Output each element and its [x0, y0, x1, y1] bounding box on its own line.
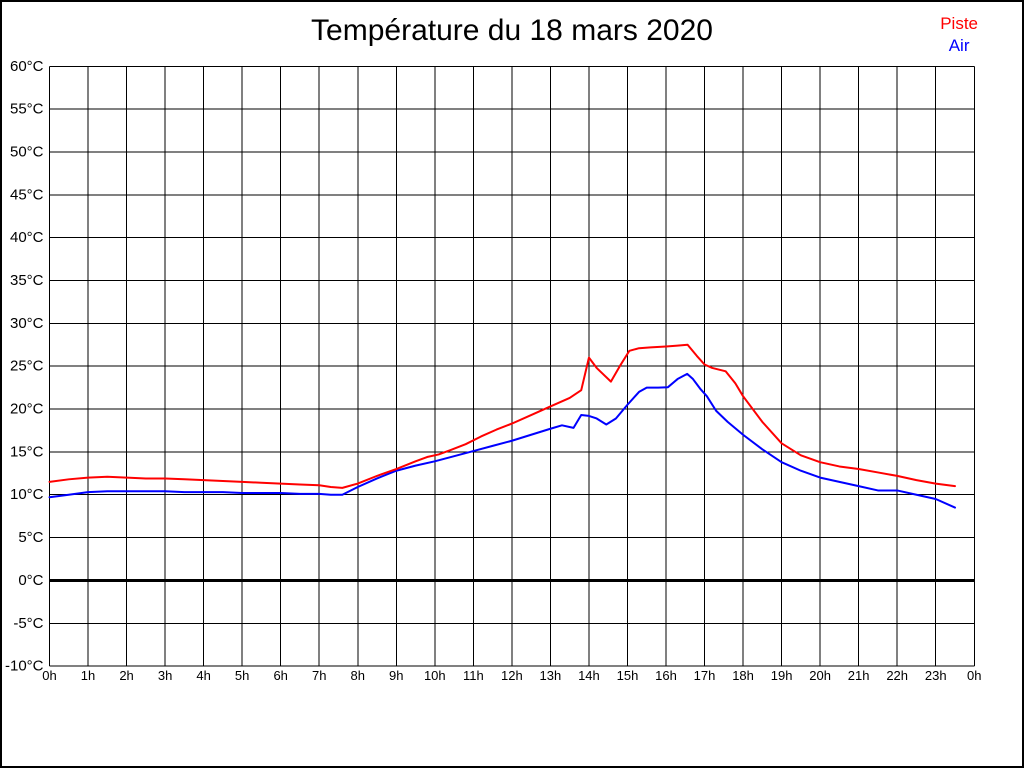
- svg-text:14h: 14h: [578, 668, 600, 683]
- svg-text:0h: 0h: [967, 668, 981, 683]
- svg-text:50°C: 50°C: [10, 143, 44, 160]
- svg-text:20°C: 20°C: [10, 401, 44, 418]
- svg-text:55°C: 55°C: [10, 101, 44, 118]
- svg-text:21h: 21h: [848, 668, 870, 683]
- svg-text:1h: 1h: [81, 668, 95, 683]
- svg-text:6h: 6h: [273, 668, 287, 683]
- svg-text:8h: 8h: [351, 668, 365, 683]
- svg-text:4h: 4h: [196, 668, 210, 683]
- svg-text:13h: 13h: [540, 668, 562, 683]
- svg-text:10h: 10h: [424, 668, 446, 683]
- svg-text:-10°C: -10°C: [5, 658, 44, 675]
- svg-text:45°C: 45°C: [10, 186, 44, 203]
- svg-text:3h: 3h: [158, 668, 172, 683]
- svg-text:16h: 16h: [655, 668, 677, 683]
- svg-text:17h: 17h: [694, 668, 716, 683]
- svg-text:20h: 20h: [809, 668, 831, 683]
- svg-text:0°C: 0°C: [18, 572, 43, 589]
- svg-text:-5°C: -5°C: [13, 615, 43, 632]
- svg-text:18h: 18h: [732, 668, 754, 683]
- svg-text:15°C: 15°C: [10, 443, 44, 460]
- svg-text:60°C: 60°C: [10, 58, 44, 75]
- svg-text:7h: 7h: [312, 668, 326, 683]
- svg-text:19h: 19h: [771, 668, 793, 683]
- svg-text:30°C: 30°C: [10, 315, 44, 332]
- svg-text:0h: 0h: [42, 668, 56, 683]
- svg-text:25°C: 25°C: [10, 358, 44, 375]
- svg-text:10°C: 10°C: [10, 486, 44, 503]
- svg-text:5h: 5h: [235, 668, 249, 683]
- svg-text:11h: 11h: [463, 668, 484, 683]
- svg-text:23h: 23h: [925, 668, 947, 683]
- svg-text:15h: 15h: [617, 668, 639, 683]
- svg-text:12h: 12h: [501, 668, 523, 683]
- svg-text:2h: 2h: [119, 668, 133, 683]
- svg-text:22h: 22h: [886, 668, 908, 683]
- svg-text:5°C: 5°C: [18, 529, 43, 546]
- svg-text:40°C: 40°C: [10, 229, 44, 246]
- svg-text:35°C: 35°C: [10, 272, 44, 289]
- svg-text:9h: 9h: [389, 668, 403, 683]
